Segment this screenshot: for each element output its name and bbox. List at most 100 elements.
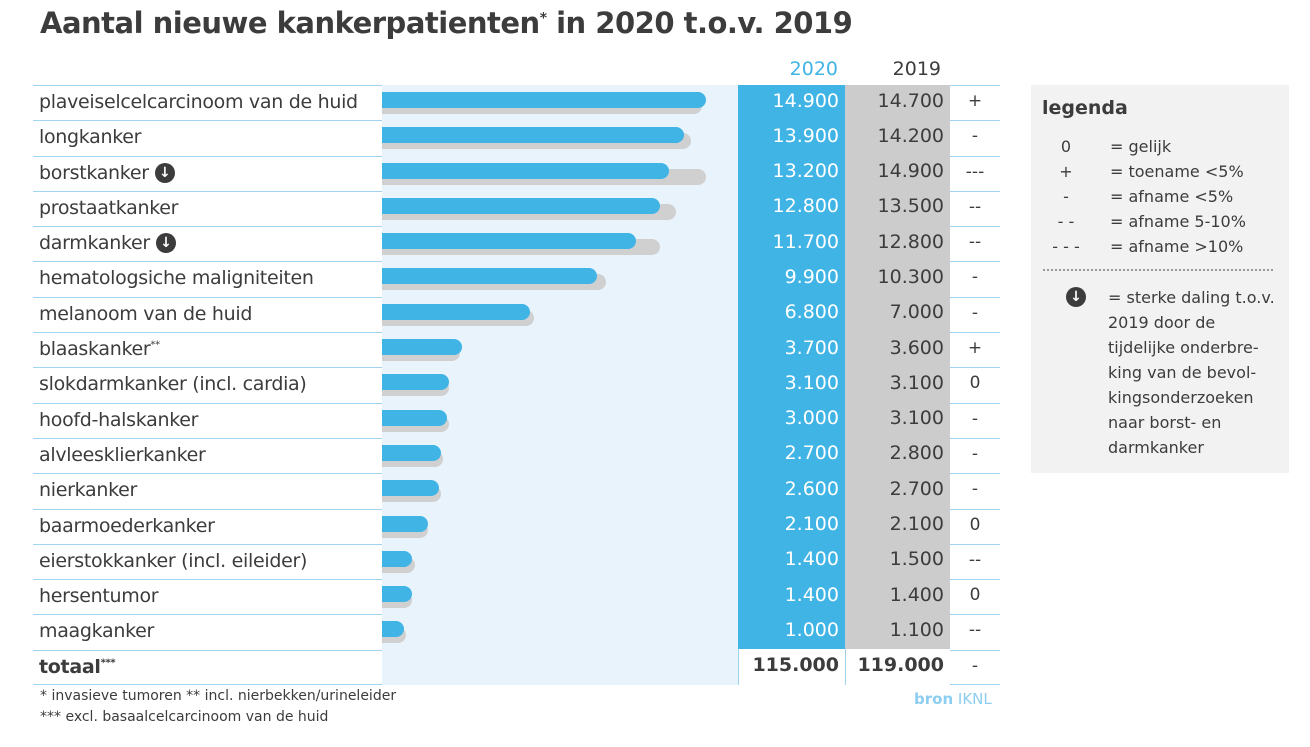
row-label: longkanker [39,126,141,148]
source-label: bron [914,690,954,708]
value-2019: 2.100 [845,508,950,544]
trend-symbol: + [967,91,983,111]
table-row: blaaskanker** 3.700 3.600 + [33,331,1000,367]
legend-symbol: - [1063,187,1069,206]
arrow-down-circle-icon: ↓ [155,233,176,254]
bar-2020 [382,374,450,391]
bar-2020 [382,550,413,567]
total-2019: 119.000 [845,649,950,685]
total-label: totaal [39,655,101,678]
value-2019: 1.400 [845,578,950,614]
table-row: hematologsiche maligniteiten 9.900 10.30… [33,260,1000,297]
trend-symbol: - [971,267,979,288]
trend-symbol: -- [968,620,982,641]
trend-symbol: --- [965,161,985,182]
row-label: hematologsiche maligniteiten [39,267,314,289]
value-2020: 11.700 [738,225,845,261]
footnote-mark: ** [150,339,160,351]
legend-symbol: - - - [1052,237,1080,256]
value-2020: 3.100 [738,366,845,403]
value-2020: 2.600 [738,472,845,509]
value-2019: 2.700 [845,472,950,509]
row-label: hoofd-halskanker [39,409,198,431]
bar-2020 [382,339,463,356]
value-2019: 1.100 [845,613,950,650]
trend-symbol: - [971,126,979,147]
category-name: darmkanker [39,232,150,255]
category-name: melanoom van de huid [39,302,253,325]
trend-symbol: 0 [969,514,981,535]
row-label: maagkanker [39,620,154,642]
row-label: darmkanker ↓ [39,232,176,254]
title-text: Aantal nieuwe kankerpatienten [40,6,540,40]
value-2020: 12.800 [738,190,845,226]
row-label: slokdarmkanker (incl. cardia) [39,373,307,395]
row-label: hersentumor [39,585,159,607]
footnote-2: *** excl. basaalcelcarcinoom van de huid [40,709,329,725]
legend: legenda 0 = gelijk + = toename <5% - = afname… [1031,85,1289,473]
row-label: blaaskanker** [39,338,160,360]
table-row: alvleesklierkanker 2.700 2.800 - [33,437,1000,473]
bar-background [382,613,738,650]
legend-text: = toename <5% [1110,162,1244,181]
value-2019: 3.100 [845,402,950,438]
table-row: hersentumor 1.400 1.400 0 [33,578,1000,614]
table-row: baarmoederkanker 2.100 2.100 0 [33,508,1000,544]
legend-text: = afname 5-10% [1110,212,1246,231]
row-label: plaveiselcelcarcinoom van de huid [39,91,358,113]
value-2019: 3.600 [845,331,950,367]
category-name: longkanker [39,126,142,149]
category-name: eierstokkanker (incl. eileider) [39,549,308,572]
table-row: melanoom van de huid 6.800 7.000 - [33,296,1000,332]
value-2020: 1.400 [738,543,845,579]
arrow-down-circle-icon: ↓ [154,162,175,183]
trend-symbol: - [971,302,979,323]
table-row: darmkanker ↓ 11.700 12.800 -- [33,225,1000,261]
category-name: blaaskanker [39,338,151,361]
row-label: nierkanker [39,479,137,501]
row-label: totaal*** [39,655,116,678]
trend-symbol: - [971,408,979,429]
bar-2020 [382,197,661,214]
value-2019: 14.700 [845,84,950,120]
trend-symbol: -- [968,196,982,217]
bar-background [382,472,738,509]
row-label: alvleesklierkanker [39,444,206,466]
table-row: longkanker 13.900 14.200 - [33,119,1000,156]
bar-2020 [382,233,637,250]
value-2020: 6.800 [738,296,845,332]
row-label: prostaatkanker [39,197,178,219]
trend-symbol: - [971,655,979,676]
category-name: alvleesklierkanker [39,443,206,466]
legend-symbol: + [1059,162,1073,181]
arrow-down-circle-icon: ↓ [1066,287,1086,307]
value-2020: 1.400 [738,578,845,614]
category-name: maagkanker [39,620,155,643]
trend-symbol: 0 [969,373,981,394]
legend-text: = afname >10% [1110,237,1244,256]
table-row: hoofd-halskanker 3.000 3.100 - [33,402,1000,438]
row-label: baarmoederkanker [39,515,215,537]
bar-2020 [382,586,413,603]
value-2019: 14.900 [845,155,950,191]
footnote-1: * invasieve tumoren ** incl. nierbekken/… [40,688,397,704]
trend-symbol: - [971,443,979,464]
category-name: borstkanker [39,161,149,184]
value-2019: 13.500 [845,190,950,226]
legend-arrow-note: = sterke daling t.o.v. 2019 door de tijd… [1108,288,1275,457]
value-2019: 12.800 [845,225,950,261]
value-2020: 14.900 [738,84,845,120]
source-credit: bron IKNL [914,690,992,708]
source-name: IKNL [957,690,992,708]
category-name: nierkanker [39,479,138,502]
trend-symbol: 0 [969,585,981,606]
bar-2020 [382,92,706,108]
value-2020: 3.000 [738,402,845,438]
trend-symbol: -- [968,549,982,570]
value-2019: 2.800 [845,437,950,473]
value-2019: 7.000 [845,296,950,332]
legend-text: = gelijk [1110,137,1172,156]
bar-background [382,508,738,544]
legend-text: = afname <5% [1110,187,1234,206]
bar-background [382,578,738,614]
